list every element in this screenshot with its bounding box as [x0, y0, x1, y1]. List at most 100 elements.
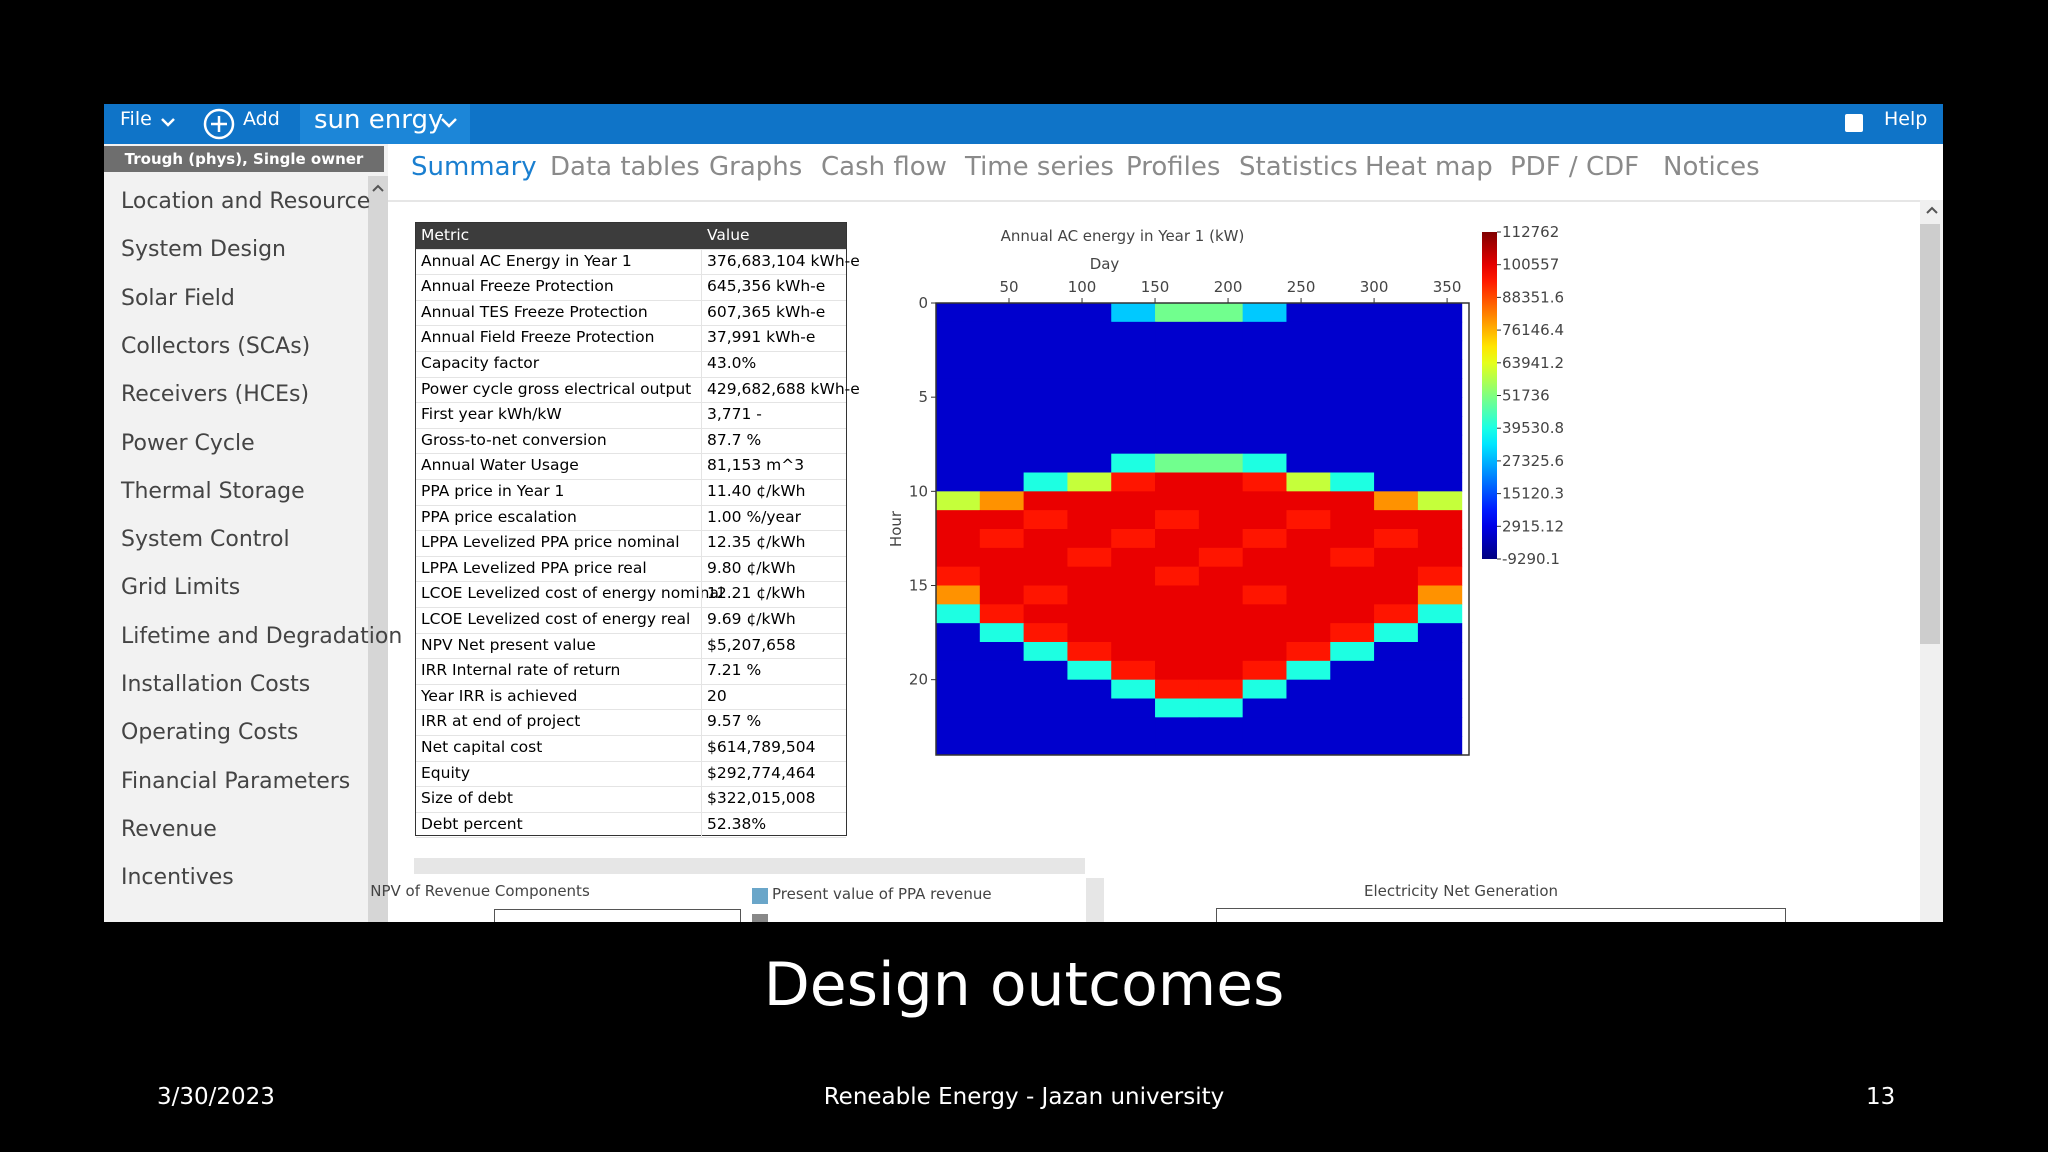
tab[interactable]: Statistics	[1239, 152, 1358, 182]
heat-cell	[1198, 340, 1244, 360]
sidebar-scrollbar[interactable]	[368, 176, 388, 922]
heat-cell	[1374, 585, 1419, 605]
heat-cell	[1330, 434, 1375, 455]
heat-cell	[1023, 359, 1068, 379]
heat-cell	[1023, 434, 1068, 455]
sidebar-item[interactable]: Revenue	[121, 816, 217, 842]
help-checkbox[interactable]	[1845, 114, 1863, 132]
table-cell: 11.40 ¢/kWh	[707, 482, 806, 500]
sidebar-item[interactable]: Thermal Storage	[121, 478, 305, 504]
heat-cell	[1417, 679, 1463, 699]
col-divider	[701, 581, 702, 607]
heat-cell	[1330, 453, 1375, 473]
heat-cell	[1198, 660, 1244, 681]
heat-cell	[1242, 472, 1287, 492]
sidebar-item[interactable]: Power Cycle	[121, 430, 255, 456]
sidebar-item[interactable]: System Control	[121, 527, 290, 553]
sidebar-item[interactable]: Incentives	[121, 865, 234, 891]
heat-cell	[1242, 566, 1287, 586]
sidebar-item[interactable]: Solar Field	[121, 285, 235, 311]
sidebar-item[interactable]: Operating Costs	[121, 720, 299, 746]
heat-cell	[1242, 547, 1287, 568]
sidebar-item[interactable]: Location and Resource	[121, 189, 371, 214]
slide-footer: Reneable Energy - Jazan university	[823, 1084, 1225, 1110]
help-button[interactable]: Help	[1884, 108, 1928, 130]
tab[interactable]: PDF / CDF	[1510, 152, 1640, 182]
table-row: Capacity factor 43.0%	[416, 351, 846, 378]
tab[interactable]: Summary	[411, 152, 537, 182]
tab[interactable]: Profiles	[1126, 152, 1221, 182]
heat-cell	[1374, 510, 1419, 530]
heat-cell	[1067, 717, 1112, 737]
project-tab[interactable]	[300, 104, 470, 144]
add-button[interactable]: Add	[243, 108, 280, 130]
heat-cell	[1330, 660, 1375, 681]
heat-cell	[1242, 660, 1287, 681]
heat-cell	[1023, 736, 1068, 756]
heat-cell	[1330, 623, 1375, 643]
colorbar	[1482, 232, 1497, 559]
sidebar-item[interactable]: Collectors (SCAs)	[121, 333, 311, 359]
sidebar-item[interactable]: Installation Costs	[121, 672, 311, 697]
heat-cell	[1286, 698, 1331, 718]
heat-cell	[936, 529, 981, 549]
heat-cell	[1417, 397, 1463, 417]
table-cell: Power cycle gross electrical output	[421, 379, 692, 398]
heat-cell	[979, 623, 1025, 643]
heat-cell	[979, 303, 1025, 323]
scroll-up[interactable]	[1924, 204, 1940, 216]
sidebar-item[interactable]: Financial Parameters	[121, 768, 351, 794]
heat-cell	[1111, 416, 1156, 436]
heat-cell	[1198, 529, 1244, 549]
sidebar-item[interactable]: System Design	[121, 237, 286, 263]
table-row: Annual TES Freeze Protection 607,365 kWh-…	[416, 299, 846, 327]
tab[interactable]: Heat map	[1365, 152, 1493, 182]
col-divider	[701, 479, 702, 505]
table-cell: Size of debt	[421, 789, 513, 808]
tab[interactable]: Cash flow	[821, 152, 947, 182]
heat-cell	[1067, 679, 1112, 699]
heat-cell	[1286, 566, 1331, 586]
tab[interactable]: Time series	[965, 152, 1114, 182]
heat-cell	[1067, 547, 1112, 568]
heat-cell	[1374, 416, 1419, 436]
tab[interactable]: Notices	[1663, 152, 1760, 182]
col-divider	[701, 811, 702, 838]
heat-cell	[1111, 510, 1156, 530]
app-screenshot: File Add sun enrgy Help Trough (phys), S…	[104, 104, 1943, 922]
colorbar-label: 100557	[1502, 256, 1559, 274]
scroll-thumb[interactable]	[1920, 224, 1940, 644]
heat-cell	[936, 717, 981, 737]
col-divider	[701, 376, 702, 403]
table-cell: Annual Freeze Protection	[421, 277, 614, 296]
heat-cell	[979, 472, 1025, 492]
heat-cell	[1198, 717, 1244, 737]
file-menu[interactable]: File	[120, 108, 152, 130]
table-row: LPPA Levelized PPA price nominal 12.35 ¢/…	[416, 530, 846, 557]
sidebar-item[interactable]: Grid Limits	[121, 575, 241, 601]
heat-cell	[1286, 321, 1331, 342]
table-row: Equity $292,774,464	[416, 760, 846, 788]
sidebar: Trough (phys), Single owner Location and…	[104, 144, 402, 922]
tab[interactable]: Graphs	[709, 152, 803, 182]
col-divider	[701, 709, 702, 735]
heat-cell	[1417, 378, 1463, 398]
heat-cell	[1286, 547, 1331, 568]
x-tick-label: 200	[1214, 278, 1243, 296]
heat-cell	[1242, 698, 1287, 718]
heat-cell	[1023, 623, 1068, 643]
heat-cell	[1242, 604, 1287, 624]
col-divider	[701, 786, 702, 812]
heat-cell	[1111, 491, 1156, 511]
sidebar-item[interactable]: Receivers (HCEs)	[121, 382, 310, 408]
project-name[interactable]: sun enrgy	[314, 105, 444, 135]
scroll-up[interactable]	[370, 182, 386, 194]
heat-cell	[1023, 472, 1068, 492]
y-tick-label: 0	[918, 294, 928, 312]
heat-cell	[1417, 472, 1463, 492]
heat-cell	[1417, 585, 1463, 605]
heat-cell	[1417, 510, 1463, 530]
tab[interactable]: Data tables	[550, 152, 700, 182]
sidebar-item[interactable]: Lifetime and Degradation	[121, 623, 403, 649]
heat-cell	[1242, 397, 1287, 417]
